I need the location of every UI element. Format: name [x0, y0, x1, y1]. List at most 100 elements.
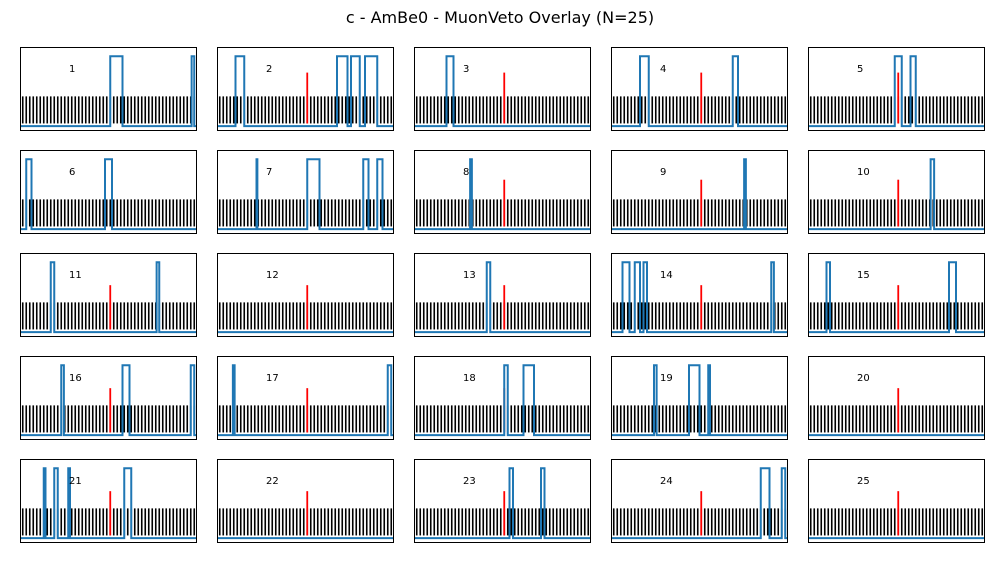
- panel-4: 4: [611, 47, 788, 131]
- panel-plot: 2: [217, 47, 394, 131]
- panel-11: 11: [20, 253, 197, 337]
- panel-plot: 16: [20, 356, 197, 440]
- tick-train: [21, 302, 196, 330]
- panel-plot: 4: [611, 47, 788, 131]
- panel-label: 7: [266, 167, 272, 178]
- tick-train: [21, 508, 196, 536]
- panel-24: 24: [611, 459, 788, 543]
- panel-label: 23: [463, 476, 476, 487]
- muonveto-trace: [612, 158, 787, 231]
- muonveto-trace: [21, 55, 196, 128]
- panel-frame: [20, 356, 197, 440]
- panel-frame: [20, 253, 197, 337]
- panel-label: 12: [266, 270, 279, 281]
- panel-frame: [808, 356, 985, 440]
- panel-plot: 24: [611, 459, 788, 543]
- panel-plot: 9: [611, 150, 788, 234]
- panel-21: 21: [20, 459, 197, 543]
- chart-title: c - AmBe0 - MuonVeto Overlay (N=25): [345, 8, 655, 27]
- panel-plot: 8: [414, 150, 591, 234]
- tick-train: [218, 199, 393, 227]
- muonveto-trace: [415, 158, 590, 231]
- panel-frame: [611, 253, 788, 337]
- panel-label: 17: [266, 373, 279, 384]
- panel-23: 23: [414, 459, 591, 543]
- panel-2: 2: [217, 47, 394, 131]
- panel-frame: [414, 47, 591, 131]
- panel-label: 14: [660, 270, 673, 281]
- panel-plot: 5: [808, 47, 985, 131]
- panel-15: 15: [808, 253, 985, 337]
- muonveto-trace: [415, 364, 590, 437]
- panel-8: 8: [414, 150, 591, 234]
- panel-label: 16: [69, 373, 82, 384]
- panel-frame: [808, 459, 985, 543]
- panel-frame: [414, 253, 591, 337]
- tick-train: [612, 199, 787, 227]
- panel-label: 18: [463, 373, 476, 384]
- panel-plot: 14: [611, 253, 788, 337]
- muonveto-trace: [612, 467, 787, 540]
- panel-frame: [217, 356, 394, 440]
- panel-frame: [20, 47, 197, 131]
- panel-plot: 3: [414, 47, 591, 131]
- panel-20: 20: [808, 356, 985, 440]
- tick-train: [415, 508, 590, 536]
- panel-frame: [217, 47, 394, 131]
- muonveto-trace: [218, 158, 393, 231]
- tick-train: [612, 405, 787, 433]
- panel-plot: 10: [808, 150, 985, 234]
- panel-frame: [20, 459, 197, 543]
- tick-train: [218, 508, 393, 536]
- panel-label: 4: [660, 64, 666, 75]
- panel-frame: [217, 150, 394, 234]
- panel-plot: 23: [414, 459, 591, 543]
- panel-plot: 6: [20, 150, 197, 234]
- muonveto-trace: [809, 261, 984, 334]
- panel-frame: [217, 459, 394, 543]
- tick-train: [809, 96, 984, 124]
- panel-plot: 22: [217, 459, 394, 543]
- tick-train: [415, 96, 590, 124]
- tick-train: [218, 405, 393, 433]
- panel-plot: 7: [217, 150, 394, 234]
- panel-plot: 25: [808, 459, 985, 543]
- tick-train: [809, 508, 984, 536]
- muonveto-trace: [21, 158, 196, 231]
- muonveto-trace: [612, 55, 787, 128]
- tick-train: [415, 199, 590, 227]
- panel-label: 22: [266, 476, 279, 487]
- panel-18: 18: [414, 356, 591, 440]
- panel-label: 15: [857, 270, 870, 281]
- muonveto-trace: [809, 55, 984, 128]
- tick-train: [612, 508, 787, 536]
- panel-label: 3: [463, 64, 469, 75]
- panel-label: 21: [69, 476, 82, 487]
- muonveto-trace: [21, 364, 196, 437]
- panel-frame: [611, 150, 788, 234]
- panel-label: 24: [660, 476, 673, 487]
- panel-25: 25: [808, 459, 985, 543]
- panel-14: 14: [611, 253, 788, 337]
- panel-5: 5: [808, 47, 985, 131]
- panel-label: 2: [266, 64, 272, 75]
- panel-plot: 17: [217, 356, 394, 440]
- panel-label: 6: [69, 167, 75, 178]
- panel-label: 1: [69, 64, 75, 75]
- panel-frame: [611, 459, 788, 543]
- panel-label: 9: [660, 167, 666, 178]
- panel-9: 9: [611, 150, 788, 234]
- panel-frame: [611, 356, 788, 440]
- panel-label: 11: [69, 270, 82, 281]
- tick-train: [415, 302, 590, 330]
- panel-plot: 1: [20, 47, 197, 131]
- muonveto-trace: [415, 261, 590, 334]
- panel-plot: 11: [20, 253, 197, 337]
- tick-train: [21, 96, 196, 124]
- muonveto-trace: [21, 261, 196, 334]
- panel-plot: 20: [808, 356, 985, 440]
- panel-13: 13: [414, 253, 591, 337]
- tick-train: [809, 199, 984, 227]
- muonveto-trace: [612, 261, 787, 334]
